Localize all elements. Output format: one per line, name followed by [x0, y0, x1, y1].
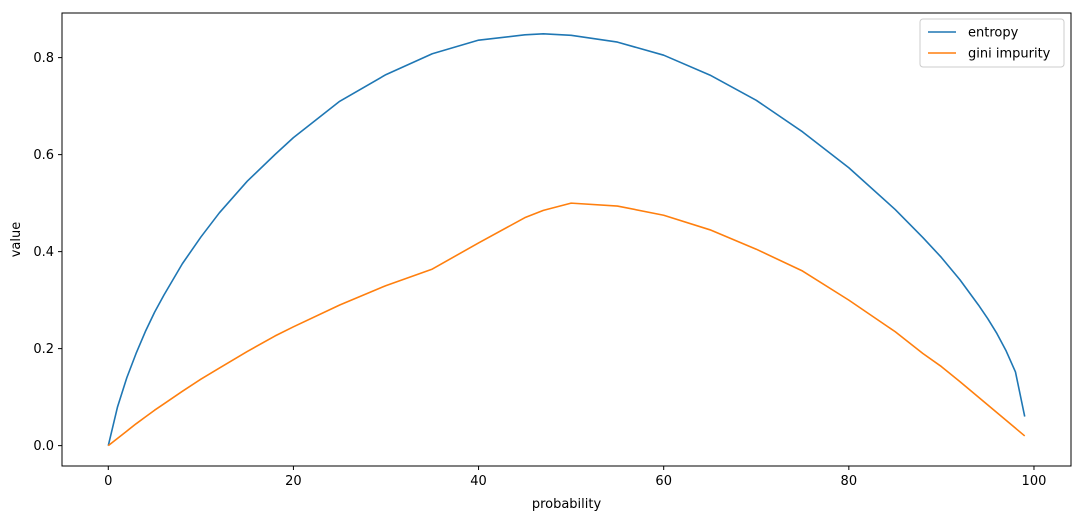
x-tick-label: 0 [104, 474, 112, 489]
y-tick-label: 0.2 [33, 342, 54, 357]
y-tick-label: 0.4 [33, 245, 54, 260]
x-tick-label: 80 [841, 474, 858, 489]
legend-box [919, 18, 1065, 68]
series-line-1 [107, 202, 1026, 447]
y-tick-label: 0.6 [33, 148, 54, 163]
x-tick-label: 100 [1022, 474, 1047, 489]
plot-frame [61, 12, 1072, 467]
x-axis-label: probability [532, 497, 602, 512]
y-axis: 0.0 0.2 0.4 0.6 0.8 [33, 51, 62, 454]
x-tick-label: 20 [285, 474, 302, 489]
x-axis: 0 20 40 60 80 100 [104, 466, 1046, 489]
y-axis-label: value [9, 222, 24, 258]
y-tick-label: 0.8 [33, 51, 54, 66]
y-tick-label: 0.0 [33, 439, 54, 454]
series-line-0 [107, 33, 1026, 446]
legend: entropy gini impurity [919, 18, 1065, 68]
series-layer [107, 33, 1026, 447]
x-tick-label: 60 [655, 474, 672, 489]
legend-label: gini impurity [968, 47, 1051, 62]
x-tick-label: 40 [470, 474, 487, 489]
legend-label: entropy [968, 26, 1019, 41]
